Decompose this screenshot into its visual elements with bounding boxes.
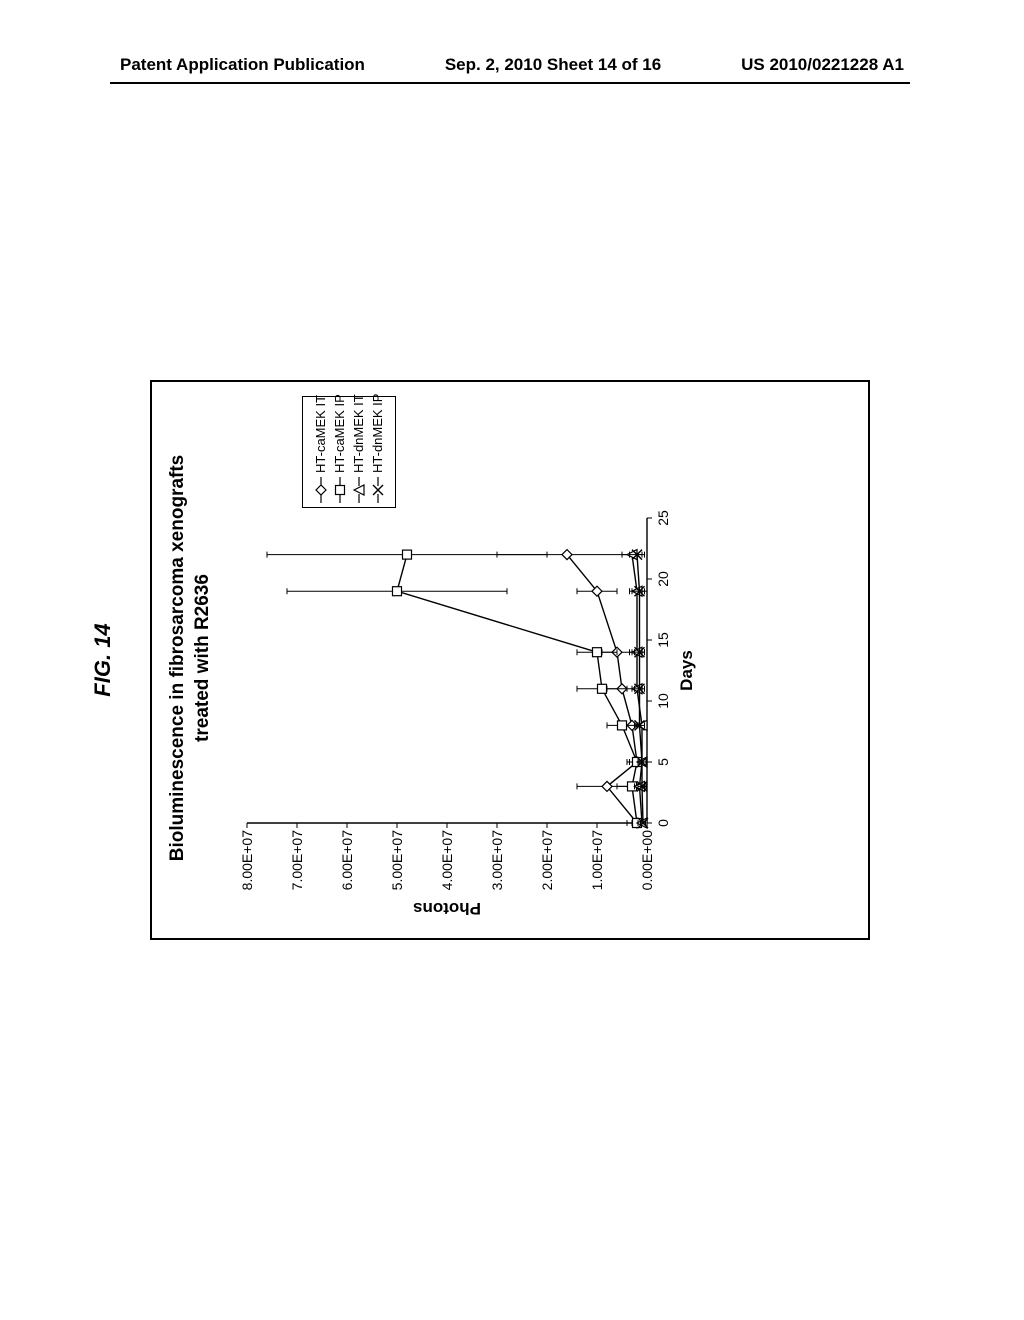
legend-item: HT-dnMEK IT bbox=[351, 401, 366, 503]
y-tick-label: 4.00E+07 bbox=[439, 830, 455, 910]
legend-label: HT-caMEK IT bbox=[313, 395, 328, 473]
header-right: US 2010/0221228 A1 bbox=[741, 55, 904, 75]
chart-frame: Bioluminescence in fibrosarcoma xenograf… bbox=[150, 380, 870, 940]
legend-item: HT-caMEK IT bbox=[313, 401, 328, 503]
plot-area: Photons Days 0.00E+001.00E+072.00E+073.0… bbox=[247, 518, 647, 823]
figure-rotated-container: FIG. 14 Bioluminescence in fibrosarcoma … bbox=[150, 380, 870, 940]
page: Patent Application Publication Sep. 2, 2… bbox=[0, 0, 1024, 1320]
chart-title-line2: treated with R2636 bbox=[192, 574, 213, 742]
y-tick-label: 1.00E+07 bbox=[589, 830, 605, 910]
x-tick-label: 10 bbox=[655, 693, 671, 709]
header-rule bbox=[110, 82, 910, 84]
figure-label: FIG. 14 bbox=[90, 380, 116, 940]
chart-title-line1: Bioluminescence in fibrosarcoma xenograf… bbox=[167, 455, 188, 862]
legend-item: HT-dnMEK IP bbox=[370, 401, 385, 503]
x-tick-label: 5 bbox=[655, 758, 671, 766]
x-tick-label: 0 bbox=[655, 819, 671, 827]
y-tick-label: 0.00E+00 bbox=[639, 830, 655, 910]
y-tick-label: 2.00E+07 bbox=[539, 830, 555, 910]
page-header: Patent Application Publication Sep. 2, 2… bbox=[0, 55, 1024, 75]
y-tick-label: 3.00E+07 bbox=[489, 830, 505, 910]
x-tick-label: 20 bbox=[655, 571, 671, 587]
legend-label: HT-dnMEK IP bbox=[370, 394, 385, 473]
x-axis-label: Days bbox=[677, 518, 697, 823]
legend-item: HT-caMEK IP bbox=[332, 401, 347, 503]
x-tick-label: 25 bbox=[655, 510, 671, 526]
plot-svg bbox=[247, 518, 647, 823]
legend: HT-caMEK ITHT-caMEK IPHT-dnMEK ITHT-dnME… bbox=[302, 396, 396, 508]
y-tick-label: 5.00E+07 bbox=[389, 830, 405, 910]
x-tick-label: 15 bbox=[655, 632, 671, 648]
chart-title: Bioluminescence in fibrosarcoma xenograf… bbox=[166, 378, 215, 938]
y-tick-label: 6.00E+07 bbox=[339, 830, 355, 910]
y-tick-label: 8.00E+07 bbox=[239, 830, 255, 910]
header-left: Patent Application Publication bbox=[120, 55, 365, 75]
legend-label: HT-caMEK IP bbox=[332, 394, 347, 473]
legend-label: HT-dnMEK IT bbox=[351, 394, 366, 473]
y-tick-label: 7.00E+07 bbox=[289, 830, 305, 910]
header-center: Sep. 2, 2010 Sheet 14 of 16 bbox=[445, 55, 661, 75]
